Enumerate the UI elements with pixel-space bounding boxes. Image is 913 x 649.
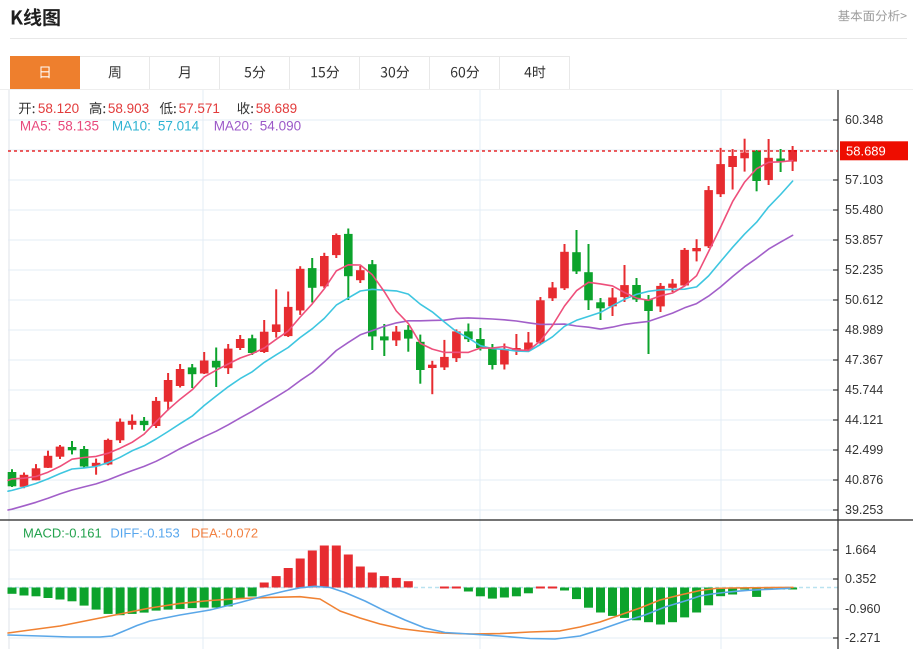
- svg-text:50.612: 50.612: [845, 293, 883, 307]
- svg-text:47.367: 47.367: [845, 353, 883, 367]
- svg-text:DIFF:-0.153: DIFF:-0.153: [110, 525, 179, 540]
- svg-text:MACD:-0.161: MACD:-0.161: [23, 525, 102, 540]
- svg-text:0.352: 0.352: [845, 572, 876, 586]
- svg-text:58.120: 58.120: [38, 101, 79, 116]
- svg-text:58.689: 58.689: [846, 144, 886, 159]
- svg-text:53.857: 53.857: [845, 233, 883, 247]
- svg-text:45.744: 45.744: [845, 383, 883, 397]
- svg-text:57.103: 57.103: [845, 173, 883, 187]
- svg-text:MA5:: MA5:: [20, 119, 52, 134]
- svg-text:DEA:-0.072: DEA:-0.072: [191, 525, 258, 540]
- svg-text:48.989: 48.989: [845, 323, 883, 337]
- svg-text:54.090: 54.090: [260, 119, 301, 134]
- svg-text:60.348: 60.348: [845, 113, 883, 127]
- svg-text:39.253: 39.253: [845, 503, 883, 517]
- svg-text:-2.271: -2.271: [845, 631, 880, 645]
- svg-text:52.235: 52.235: [845, 263, 883, 277]
- svg-text:MA20:: MA20:: [214, 119, 253, 134]
- svg-text:40.876: 40.876: [845, 473, 883, 487]
- svg-text:55.480: 55.480: [845, 203, 883, 217]
- svg-text:57.571: 57.571: [179, 101, 220, 116]
- svg-text:58.135: 58.135: [58, 119, 99, 134]
- svg-text:MA10:: MA10:: [112, 119, 151, 134]
- svg-text:-0.960: -0.960: [845, 602, 880, 616]
- svg-text:57.014: 57.014: [158, 119, 200, 134]
- svg-text:58.689: 58.689: [256, 101, 297, 116]
- svg-text:44.121: 44.121: [845, 413, 883, 427]
- svg-text:1.664: 1.664: [845, 543, 876, 557]
- svg-text:42.499: 42.499: [845, 443, 883, 457]
- svg-text:58.903: 58.903: [108, 101, 149, 116]
